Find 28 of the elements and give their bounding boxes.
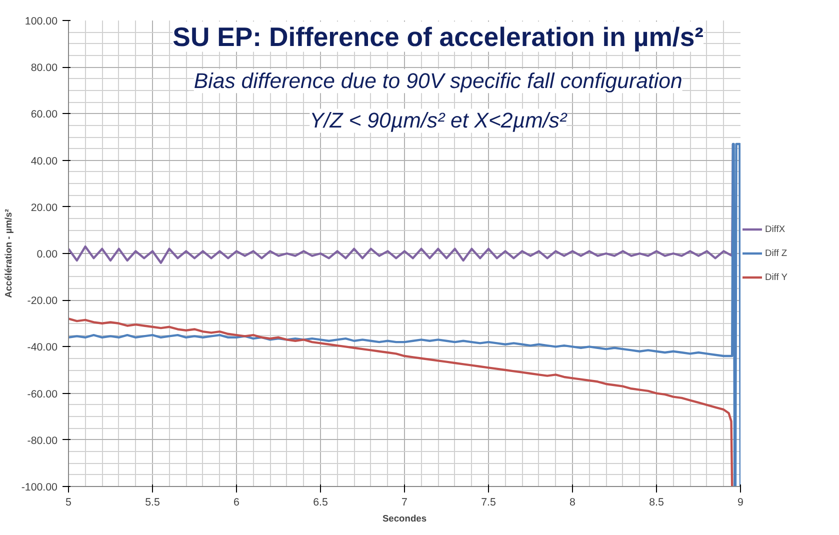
y-tick-label: -40.00 (27, 342, 58, 354)
y-tick-label: -100.00 (21, 482, 58, 494)
x-tick-label: 8 (570, 496, 576, 508)
y-tick-label: -80.00 (27, 434, 58, 447)
y-axis-title: Accélération - µm/s² (3, 209, 14, 298)
x-tick-label: 7.5 (481, 496, 496, 508)
y-tick-label: -20.00 (27, 295, 58, 308)
y-tick-label: 0.00 (36, 248, 58, 260)
y-tick-label: 60.00 (30, 108, 58, 121)
x-tick-label: 5 (66, 496, 72, 508)
x-tick-label: 5.5 (145, 496, 160, 508)
x-tick-label: 6.5 (313, 496, 328, 508)
y-tick-label: 20.00 (30, 202, 58, 214)
x-tick-label: 6 (234, 496, 240, 508)
y-tick-label: 80.00 (30, 62, 58, 74)
x-tick-label: 8.5 (649, 496, 664, 508)
x-tick-label: 9 (738, 496, 744, 508)
chart-title: SU EP: Difference of acceleration in µm/s² (172, 22, 704, 52)
x-tick-label: 7 (402, 496, 408, 508)
y-tick-label: -60.00 (27, 388, 58, 400)
legend-label: DiffX (765, 224, 786, 234)
text: Bias difference due to 90V specific fall configuration Y/Z < 90µm/s² et X<2µm/s² (194, 69, 682, 133)
y-tick-label: 40.00 (30, 155, 58, 168)
legend-label: Diff Y (765, 272, 788, 282)
x-axis-title: Secondes (382, 514, 427, 524)
line-series (68, 318, 734, 486)
legend-label: Diff Z (765, 248, 788, 258)
y-tick-label: 100.00 (24, 16, 58, 28)
